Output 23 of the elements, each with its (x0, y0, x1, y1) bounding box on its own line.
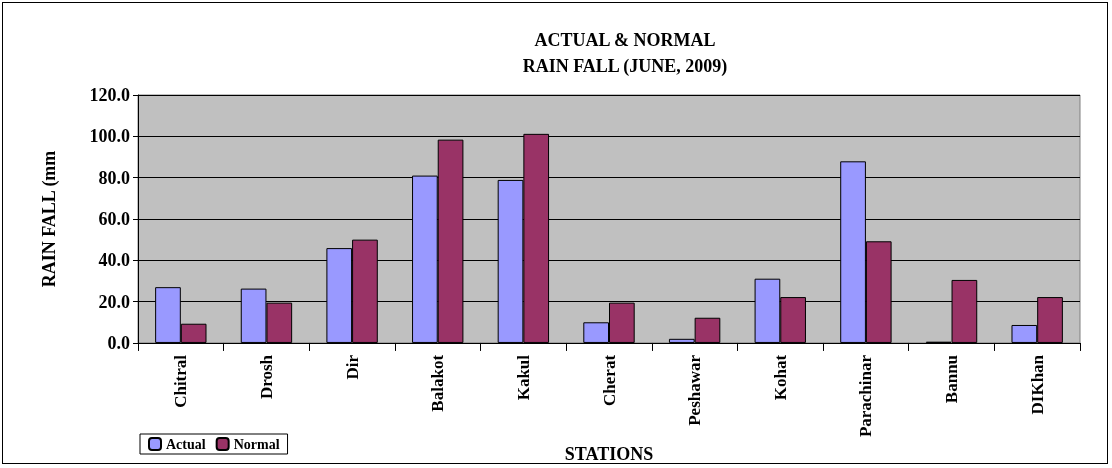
legend-label: Actual (166, 436, 206, 452)
legend-label: Normal (233, 436, 280, 452)
x-tick-label: Bannu (942, 354, 962, 404)
x-tick-label: Kakul (513, 354, 533, 401)
x-tick-label: Peshawar (685, 354, 705, 426)
y-tick-label: 0.0 (107, 332, 130, 353)
x-tick-label: Balakot (428, 354, 448, 412)
x-tick-label: Dir (342, 354, 362, 380)
x-axis-title: STATIONS (564, 444, 654, 464)
x-tick-label: DIKhan (1027, 354, 1047, 415)
x-tick-label: Chitral (171, 354, 191, 408)
y-tick-label: 60.0 (98, 208, 130, 229)
x-tick-label: Cherat (599, 354, 619, 406)
y-tick-label: 40.0 (98, 250, 130, 271)
y-tick-label: 120.0 (89, 85, 130, 105)
y-tick-label: 100.0 (89, 126, 130, 147)
x-tick-label: Kohat (770, 354, 790, 401)
chart-title: ACTUAL & NORMAL RAIN FALL (JUNE, 2009) (522, 30, 728, 77)
y-axis-title: RAIN FALL (mm (39, 150, 60, 288)
x-tick-label: Drosh (256, 354, 276, 400)
y-tick-label: 20.0 (98, 291, 130, 312)
x-tick-label: Parachinar (856, 354, 876, 438)
y-tick-label: 80.0 (98, 167, 130, 188)
